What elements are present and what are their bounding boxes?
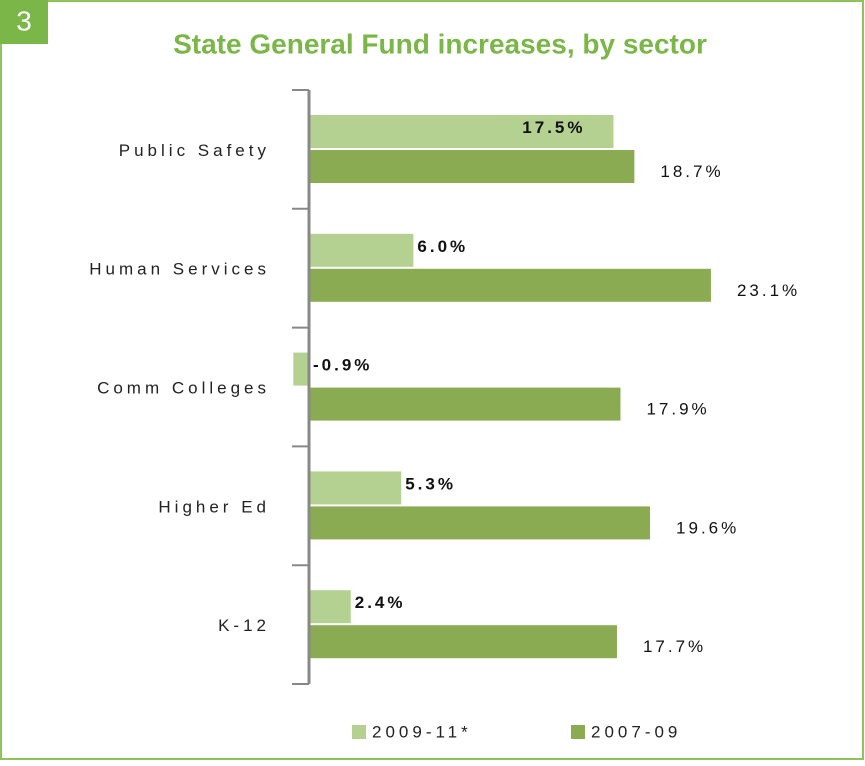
bar bbox=[293, 352, 309, 386]
bar bbox=[309, 115, 614, 148]
figure-number: 3 bbox=[16, 5, 32, 36]
category-label: Higher Ed bbox=[158, 497, 270, 516]
bar bbox=[309, 625, 617, 659]
category-label: Human Services bbox=[89, 260, 270, 279]
badge bbox=[0, 0, 48, 44]
value-label: 5.3% bbox=[405, 474, 456, 493]
bar bbox=[309, 471, 402, 505]
legend-swatch bbox=[352, 725, 366, 739]
category-label: Comm Colleges bbox=[97, 378, 270, 397]
legend-label: 2009-11* bbox=[372, 722, 472, 741]
legend-label: 2007-09 bbox=[591, 722, 681, 741]
value-label: 2.4% bbox=[355, 593, 406, 612]
value-label: 17.9% bbox=[646, 400, 709, 419]
bar bbox=[309, 506, 651, 540]
value-label: 17.5% bbox=[522, 118, 585, 137]
category-label: Public Safety bbox=[119, 141, 270, 160]
bar bbox=[309, 233, 414, 267]
bar bbox=[309, 268, 711, 302]
legend-swatch bbox=[571, 725, 585, 739]
value-label: 19.6% bbox=[676, 518, 739, 537]
bar bbox=[309, 387, 621, 421]
value-label: 23.1% bbox=[737, 281, 800, 300]
value-label: -0.9% bbox=[313, 356, 372, 375]
bar bbox=[309, 590, 351, 624]
chart-title: State General Fund increases, by sector bbox=[173, 28, 707, 59]
category-label: K-12 bbox=[218, 616, 270, 635]
value-label: 6.0% bbox=[417, 237, 468, 256]
bar bbox=[309, 150, 635, 183]
value-label: 18.7% bbox=[660, 162, 723, 181]
value-label: 17.7% bbox=[643, 637, 706, 656]
